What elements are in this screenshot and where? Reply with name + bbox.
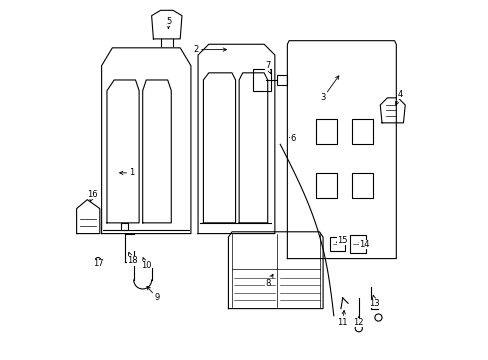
Text: 17: 17 <box>93 260 103 269</box>
Text: 13: 13 <box>369 295 380 308</box>
Text: 10: 10 <box>141 258 151 270</box>
Text: 8: 8 <box>264 274 272 288</box>
Text: 18: 18 <box>126 252 137 265</box>
Bar <box>329 237 344 251</box>
Text: 5: 5 <box>166 17 172 28</box>
Text: 3: 3 <box>320 76 338 102</box>
Text: 2: 2 <box>193 45 226 54</box>
Bar <box>315 119 337 144</box>
Bar <box>315 173 337 198</box>
Text: 15: 15 <box>336 236 347 245</box>
Bar <box>351 119 372 144</box>
Bar <box>253 69 271 91</box>
Text: 1: 1 <box>120 168 134 177</box>
Bar <box>351 173 372 198</box>
Bar <box>349 235 365 253</box>
Text: 11: 11 <box>337 310 347 327</box>
Text: 14: 14 <box>358 240 368 249</box>
Text: 4: 4 <box>395 90 402 105</box>
Text: 6: 6 <box>289 134 295 143</box>
Text: 16: 16 <box>87 190 98 202</box>
Text: 7: 7 <box>264 61 271 74</box>
Text: 12: 12 <box>353 317 364 327</box>
Bar <box>276 75 287 85</box>
Text: 9: 9 <box>146 287 159 302</box>
